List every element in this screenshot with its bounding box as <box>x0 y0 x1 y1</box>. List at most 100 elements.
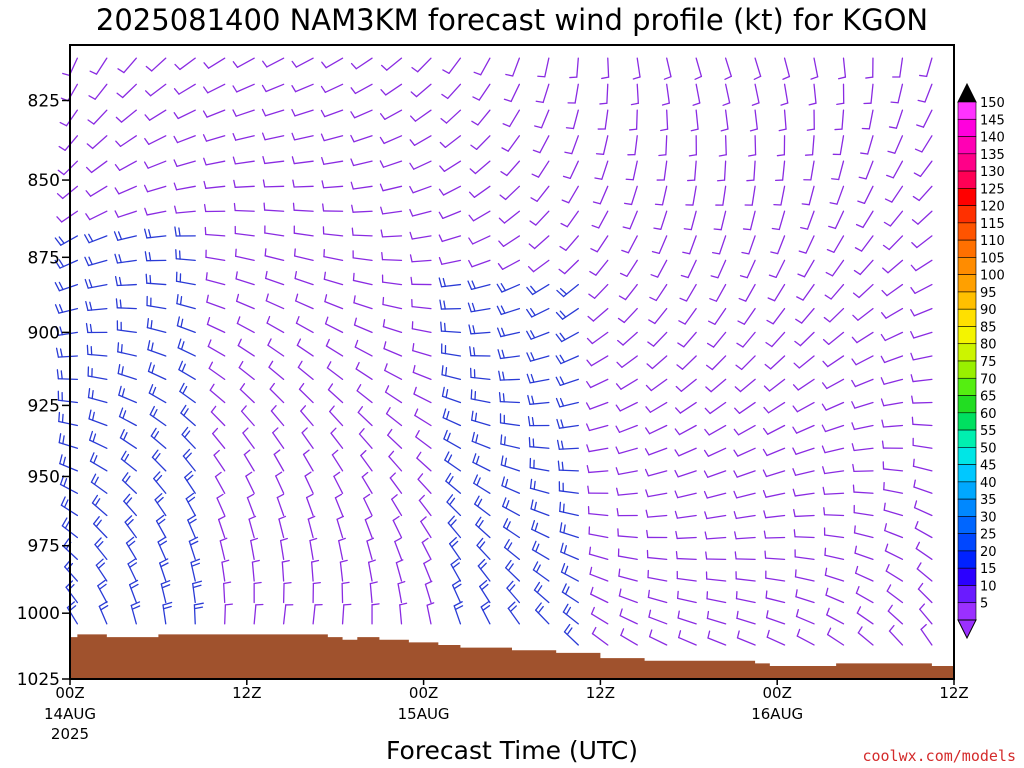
barb-staff <box>854 572 874 582</box>
barb-flag <box>588 546 592 555</box>
barb-flag <box>500 171 508 177</box>
barb-staff <box>175 185 196 191</box>
barb-staff <box>630 185 638 206</box>
wind-barb <box>648 629 668 646</box>
barb-staff <box>796 401 815 413</box>
barb-staff <box>411 259 432 263</box>
wind-barb <box>234 248 255 262</box>
wind-barb <box>861 109 874 130</box>
wind-barb <box>65 580 79 604</box>
barb-flag <box>415 430 420 438</box>
wind-barb <box>192 580 203 604</box>
wind-barb <box>329 405 344 427</box>
barb-flag <box>453 583 462 590</box>
barb-flag <box>617 339 624 346</box>
barb-flag <box>800 227 809 230</box>
barb-flag <box>910 330 915 339</box>
barb-flag <box>881 440 885 449</box>
barb-flag <box>129 562 137 568</box>
barb-flag <box>826 249 835 253</box>
barb-staff <box>426 604 432 625</box>
barb-staff <box>912 465 933 472</box>
wind-barb <box>239 383 255 404</box>
barb-staff <box>558 447 579 450</box>
wind-barb <box>366 537 375 560</box>
barb-flag <box>765 590 768 599</box>
wind-barb <box>391 494 403 517</box>
barb-staff <box>532 569 550 582</box>
barb-flag <box>162 601 173 606</box>
barb-staff <box>772 307 786 325</box>
wind-barb <box>496 305 521 316</box>
barb-staff <box>327 389 344 404</box>
wind-barb <box>379 109 403 120</box>
wind-barb <box>860 135 874 155</box>
wind-barb <box>246 493 255 517</box>
barb-staff <box>176 325 196 334</box>
barb-staff <box>153 477 167 494</box>
barb-staff <box>176 160 196 167</box>
barb-staff <box>58 441 79 449</box>
barb-flag <box>479 562 487 570</box>
barb-flag <box>361 471 369 478</box>
barb-staff <box>754 109 758 130</box>
barb-flag <box>887 604 893 612</box>
wind-barb <box>559 501 579 517</box>
wind-barb <box>439 299 462 310</box>
barb-flag <box>399 602 408 606</box>
barb-flag <box>587 315 595 322</box>
barb-staff <box>323 160 344 165</box>
barb-staff <box>300 410 314 427</box>
barb-flag <box>439 141 447 149</box>
wind-barb <box>114 276 137 287</box>
wind-barb <box>420 516 432 539</box>
barb-flag <box>206 317 211 326</box>
wind-barb <box>854 565 874 582</box>
wind-barb <box>54 235 79 246</box>
barb-staff <box>95 57 108 75</box>
barb-flag <box>87 119 95 125</box>
barb-flag <box>527 416 531 427</box>
barb-flag <box>822 486 826 495</box>
barb-flag <box>561 461 564 471</box>
wind-barb <box>674 447 697 457</box>
wind-barb <box>115 109 137 123</box>
wind-barb <box>270 405 285 427</box>
wind-barb <box>836 83 845 106</box>
barb-staff <box>442 417 462 427</box>
barb-staff <box>502 505 521 517</box>
barb-flag <box>409 208 414 217</box>
barb-staff <box>416 457 432 472</box>
barb-flag <box>160 580 171 585</box>
wind-barb <box>680 259 697 279</box>
barb-staff <box>341 604 345 625</box>
barb-flag <box>563 623 571 633</box>
barb-staff <box>588 553 609 560</box>
wind-barb <box>499 413 521 427</box>
wind-barb <box>233 202 255 212</box>
wind-barb <box>64 559 79 582</box>
barb-flag <box>382 319 386 328</box>
barb-flag <box>916 124 925 128</box>
colorbar-label: 15 <box>980 562 997 577</box>
barb-staff <box>176 302 196 310</box>
wind-barb <box>651 235 668 255</box>
barb-staff <box>443 438 462 449</box>
barb-flag <box>645 427 651 435</box>
barb-flag <box>880 355 886 364</box>
wind-barb <box>920 623 933 646</box>
wind-barb <box>479 579 491 604</box>
barb-flag <box>118 254 122 264</box>
wind-barb <box>615 467 638 476</box>
wind-barb <box>704 511 727 520</box>
wind-barb <box>85 210 108 221</box>
barb-flag <box>150 342 154 352</box>
wind-barb <box>474 495 491 517</box>
colorbar-swatch <box>957 239 977 258</box>
barb-staff <box>660 210 668 230</box>
wind-barb <box>792 468 815 476</box>
wind-barb <box>89 430 108 449</box>
barb-staff <box>745 283 756 302</box>
barb-flag <box>64 520 70 529</box>
barb-staff <box>246 497 255 517</box>
